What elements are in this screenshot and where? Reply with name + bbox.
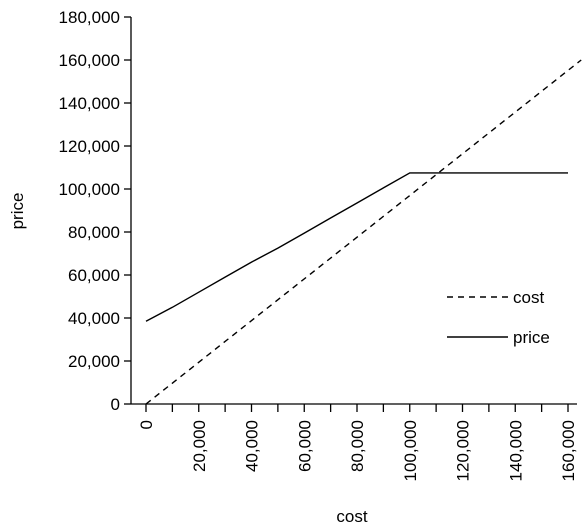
x-tick-label: 80,000 [348, 420, 367, 472]
y-axis-title: price [8, 193, 27, 230]
x-tick-label: 60,000 [295, 420, 314, 472]
y-tick-label: 160,000 [59, 51, 120, 70]
x-tick-label: 40,000 [243, 420, 262, 472]
x-tick-label: 100,000 [401, 420, 420, 481]
x-tick-label: 20,000 [190, 420, 209, 472]
y-tick-label: 180,000 [59, 8, 120, 27]
series-line-price [145, 172, 568, 322]
y-tick-label: 60,000 [68, 266, 120, 285]
x-tick-label: 120,000 [454, 420, 473, 481]
y-tick-label: 120,000 [59, 137, 120, 156]
y-tick-label: 80,000 [68, 223, 120, 242]
y-axis: 0 20,000 40,000 60,000 80,000 100,000 120,000 1… [59, 8, 132, 414]
y-tick-label: 140,000 [59, 94, 120, 113]
plot-area [145, 59, 582, 405]
x-axis: 0 20,000 40,000 60,000 80,000 100,000 120,000 1… [131, 403, 578, 481]
x-tick-label: 0 [137, 420, 156, 429]
legend: cost price [447, 288, 550, 347]
legend-label-cost: cost [513, 288, 544, 307]
legend-label-price: price [513, 328, 550, 347]
x-tick-label: 140,000 [506, 420, 525, 481]
series-line-cost [145, 59, 582, 405]
y-tick-label: 0 [111, 395, 120, 414]
x-axis-title: cost [336, 507, 367, 526]
y-tick-label: 100,000 [59, 180, 120, 199]
x-tick-label: 160,000 [559, 420, 578, 481]
y-tick-label: 40,000 [68, 309, 120, 328]
y-tick-label: 20,000 [68, 352, 120, 371]
